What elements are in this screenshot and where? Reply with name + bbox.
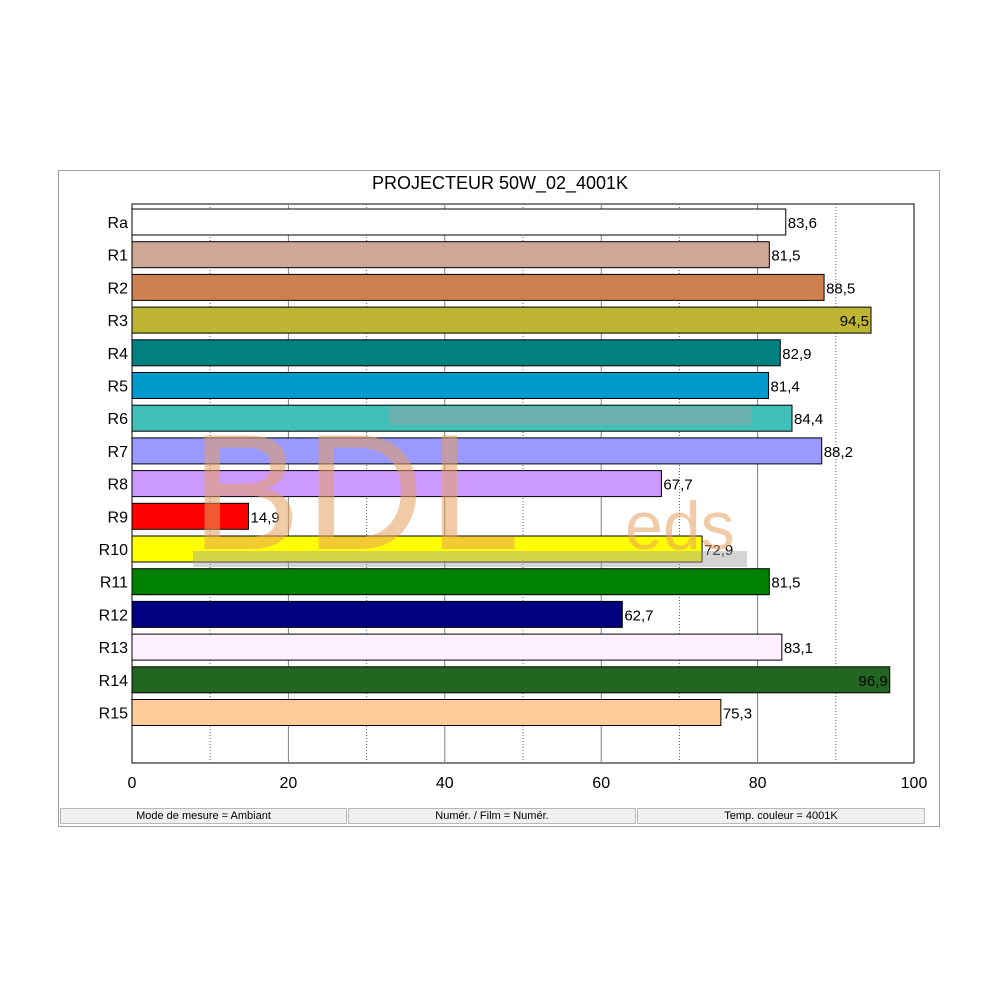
value-label-r9: 14,9 <box>251 509 280 526</box>
category-label-r1: R1 <box>108 248 129 265</box>
bar-r3 <box>131 306 872 334</box>
value-label-r4: 82,9 <box>782 346 811 363</box>
bar-r4 <box>131 339 781 367</box>
bars <box>131 208 891 726</box>
category-label-r7: R7 <box>108 444 129 461</box>
category-label-r12: R12 <box>99 607 128 624</box>
value-label-r11: 81,5 <box>771 575 800 592</box>
bar-r15 <box>131 699 722 726</box>
status-measure-mode: Mode de mesure = Ambiant <box>60 808 347 824</box>
chart-window: PROJECTEUR 50W_02_4001K 83,6 81,5 88,5 94,5… <box>58 170 940 827</box>
category-label-r14: R14 <box>99 673 128 690</box>
category-label-r15: R15 <box>99 706 128 723</box>
value-labels: 83,6 81,5 88,5 94,5 82,9 81,4 84,488,2 67,7 14,9… <box>251 215 888 723</box>
value-label-r12: 62,7 <box>624 607 653 624</box>
category-label-r11: R11 <box>100 575 128 592</box>
bar-r14 <box>131 666 891 694</box>
bar-r9 <box>131 502 250 530</box>
bar-r2 <box>131 273 825 301</box>
bar-r8 <box>131 470 662 498</box>
category-label-r8: R8 <box>108 477 129 494</box>
category-label-r2: R2 <box>108 280 129 297</box>
value-label-r8: 67,7 <box>663 477 692 494</box>
status-color-temp: Temp. couleur = 4001K <box>637 808 925 824</box>
category-label-r6: R6 <box>108 411 129 428</box>
x-tick-label: 20 <box>280 775 298 792</box>
value-label-r6: 84,4 <box>794 411 823 428</box>
value-label-r14: 96,9 <box>859 673 888 690</box>
chart-title: PROJECTEUR 50W_02_4001K <box>371 173 629 193</box>
bar-r11 <box>131 568 770 596</box>
bar-r1 <box>131 241 770 269</box>
value-label-r3: 94,5 <box>840 313 869 330</box>
x-tick-label: 0 <box>128 775 137 792</box>
value-label-ra: 83,6 <box>788 215 817 232</box>
bar-r12 <box>131 600 623 628</box>
value-label-r1: 81,5 <box>771 248 800 265</box>
category-label-r4: R4 <box>108 346 129 363</box>
value-label-r7: 88,2 <box>824 444 853 461</box>
status-film: Numér. / Film = Numér. <box>348 808 636 824</box>
value-label-r15: 75,3 <box>723 706 752 723</box>
status-bar: Mode de mesure = Ambiant Numér. / Film =… <box>59 806 939 826</box>
value-label-r10: 72,9 <box>704 542 733 559</box>
bar-r13 <box>131 633 783 661</box>
bar-ra <box>131 208 787 236</box>
x-tick-label: 60 <box>592 775 610 792</box>
category-labels: Ra R1 R2 R3 R4 R5 R6 R7 R8 R9 R10 R11 R12 R13 R14 R15 <box>99 215 128 723</box>
category-label-r3: R3 <box>108 313 129 330</box>
x-tick-label: 80 <box>749 775 767 792</box>
bar-r5 <box>131 372 770 399</box>
category-label-r13: R13 <box>99 640 128 657</box>
category-label-r10: R10 <box>99 542 128 559</box>
category-label-r5: R5 <box>108 379 129 396</box>
x-tick-label: 100 <box>901 775 928 792</box>
value-label-r13: 83,1 <box>784 640 813 657</box>
category-label-ra: Ra <box>108 215 129 232</box>
category-label-r9: R9 <box>108 509 129 526</box>
bar-r10 <box>131 535 703 563</box>
bar-r6 <box>131 404 793 432</box>
value-label-r2: 88,5 <box>826 280 855 297</box>
chart-plot: 83,6 81,5 88,5 94,5 82,9 81,4 84,488,2 67,7 14,9… <box>99 203 928 792</box>
x-tick-label: 40 <box>436 775 454 792</box>
bar-r7 <box>131 437 823 465</box>
x-axis-ticks: 0 20 40 60 80 100 <box>128 775 928 792</box>
value-label-r5: 81,4 <box>771 379 800 396</box>
